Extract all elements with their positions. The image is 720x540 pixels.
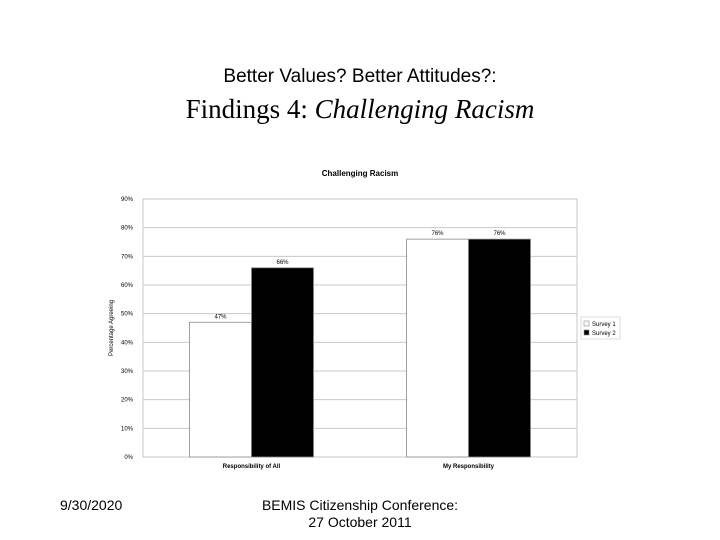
slide-title-prefix: Findings 4: — [185, 94, 315, 124]
legend-label: Survey 2 — [592, 331, 616, 337]
slide-title-emphasis: Challenging Racism — [314, 94, 535, 124]
bar-2-1 — [251, 267, 314, 458]
data-labels: 47% 66% 76% 76% — [214, 231, 506, 320]
y-tick-label: 80% — [121, 226, 134, 232]
data-label: 76% — [493, 231, 506, 237]
slide-kicker: Better Values? Better Attitudes?: — [223, 66, 497, 87]
bar-1-1 — [189, 321, 252, 458]
data-label: 66% — [276, 260, 289, 266]
footer-conference-line2: 27 October 2011 — [308, 514, 412, 530]
y-tick-label: 60% — [121, 283, 134, 289]
data-label: 76% — [431, 231, 444, 237]
y-tick-label: 10% — [121, 426, 134, 432]
slide-title: Findings 4: Challenging Racism — [0, 94, 720, 125]
category-labels: Responsibility of All My Responsibility — [223, 464, 495, 470]
y-axis-label: Percentage Agreeing — [109, 300, 115, 356]
y-tick-label: 20% — [121, 398, 134, 404]
y-tick-label: 90% — [121, 197, 134, 203]
legend-swatch — [583, 329, 590, 336]
bar-1-2 — [406, 238, 469, 458]
category-label: Responsibility of All — [223, 464, 281, 470]
y-tick-label: 0% — [124, 455, 133, 461]
bar-2-2 — [468, 238, 531, 458]
footer-conference: BEMIS Citizenship Conference: 27 October… — [230, 497, 490, 531]
y-tick-label: 30% — [121, 369, 134, 375]
category-label: My Responsibility — [443, 464, 495, 470]
y-tick-label: 50% — [121, 312, 134, 318]
legend-label: Survey 1 — [592, 322, 616, 328]
plot-area-border — [142, 198, 578, 458]
bars — [189, 238, 531, 458]
footer-conference-line1: BEMIS Citizenship Conference: — [261, 497, 459, 513]
legend: Survey 1 Survey 2 — [580, 316, 621, 340]
y-tick-label: 40% — [121, 340, 134, 346]
chart-title: Challenging Racism — [322, 169, 398, 178]
footer-date: 9/30/2020 — [60, 497, 123, 513]
legend-box — [580, 316, 621, 340]
legend-swatch — [583, 320, 590, 327]
y-tick-label: 70% — [121, 254, 134, 260]
data-label: 47% — [214, 314, 227, 320]
y-tick-labels: 0% 10% 20% 30% 40% 50% 60% 70% 80% 90% — [121, 197, 134, 461]
